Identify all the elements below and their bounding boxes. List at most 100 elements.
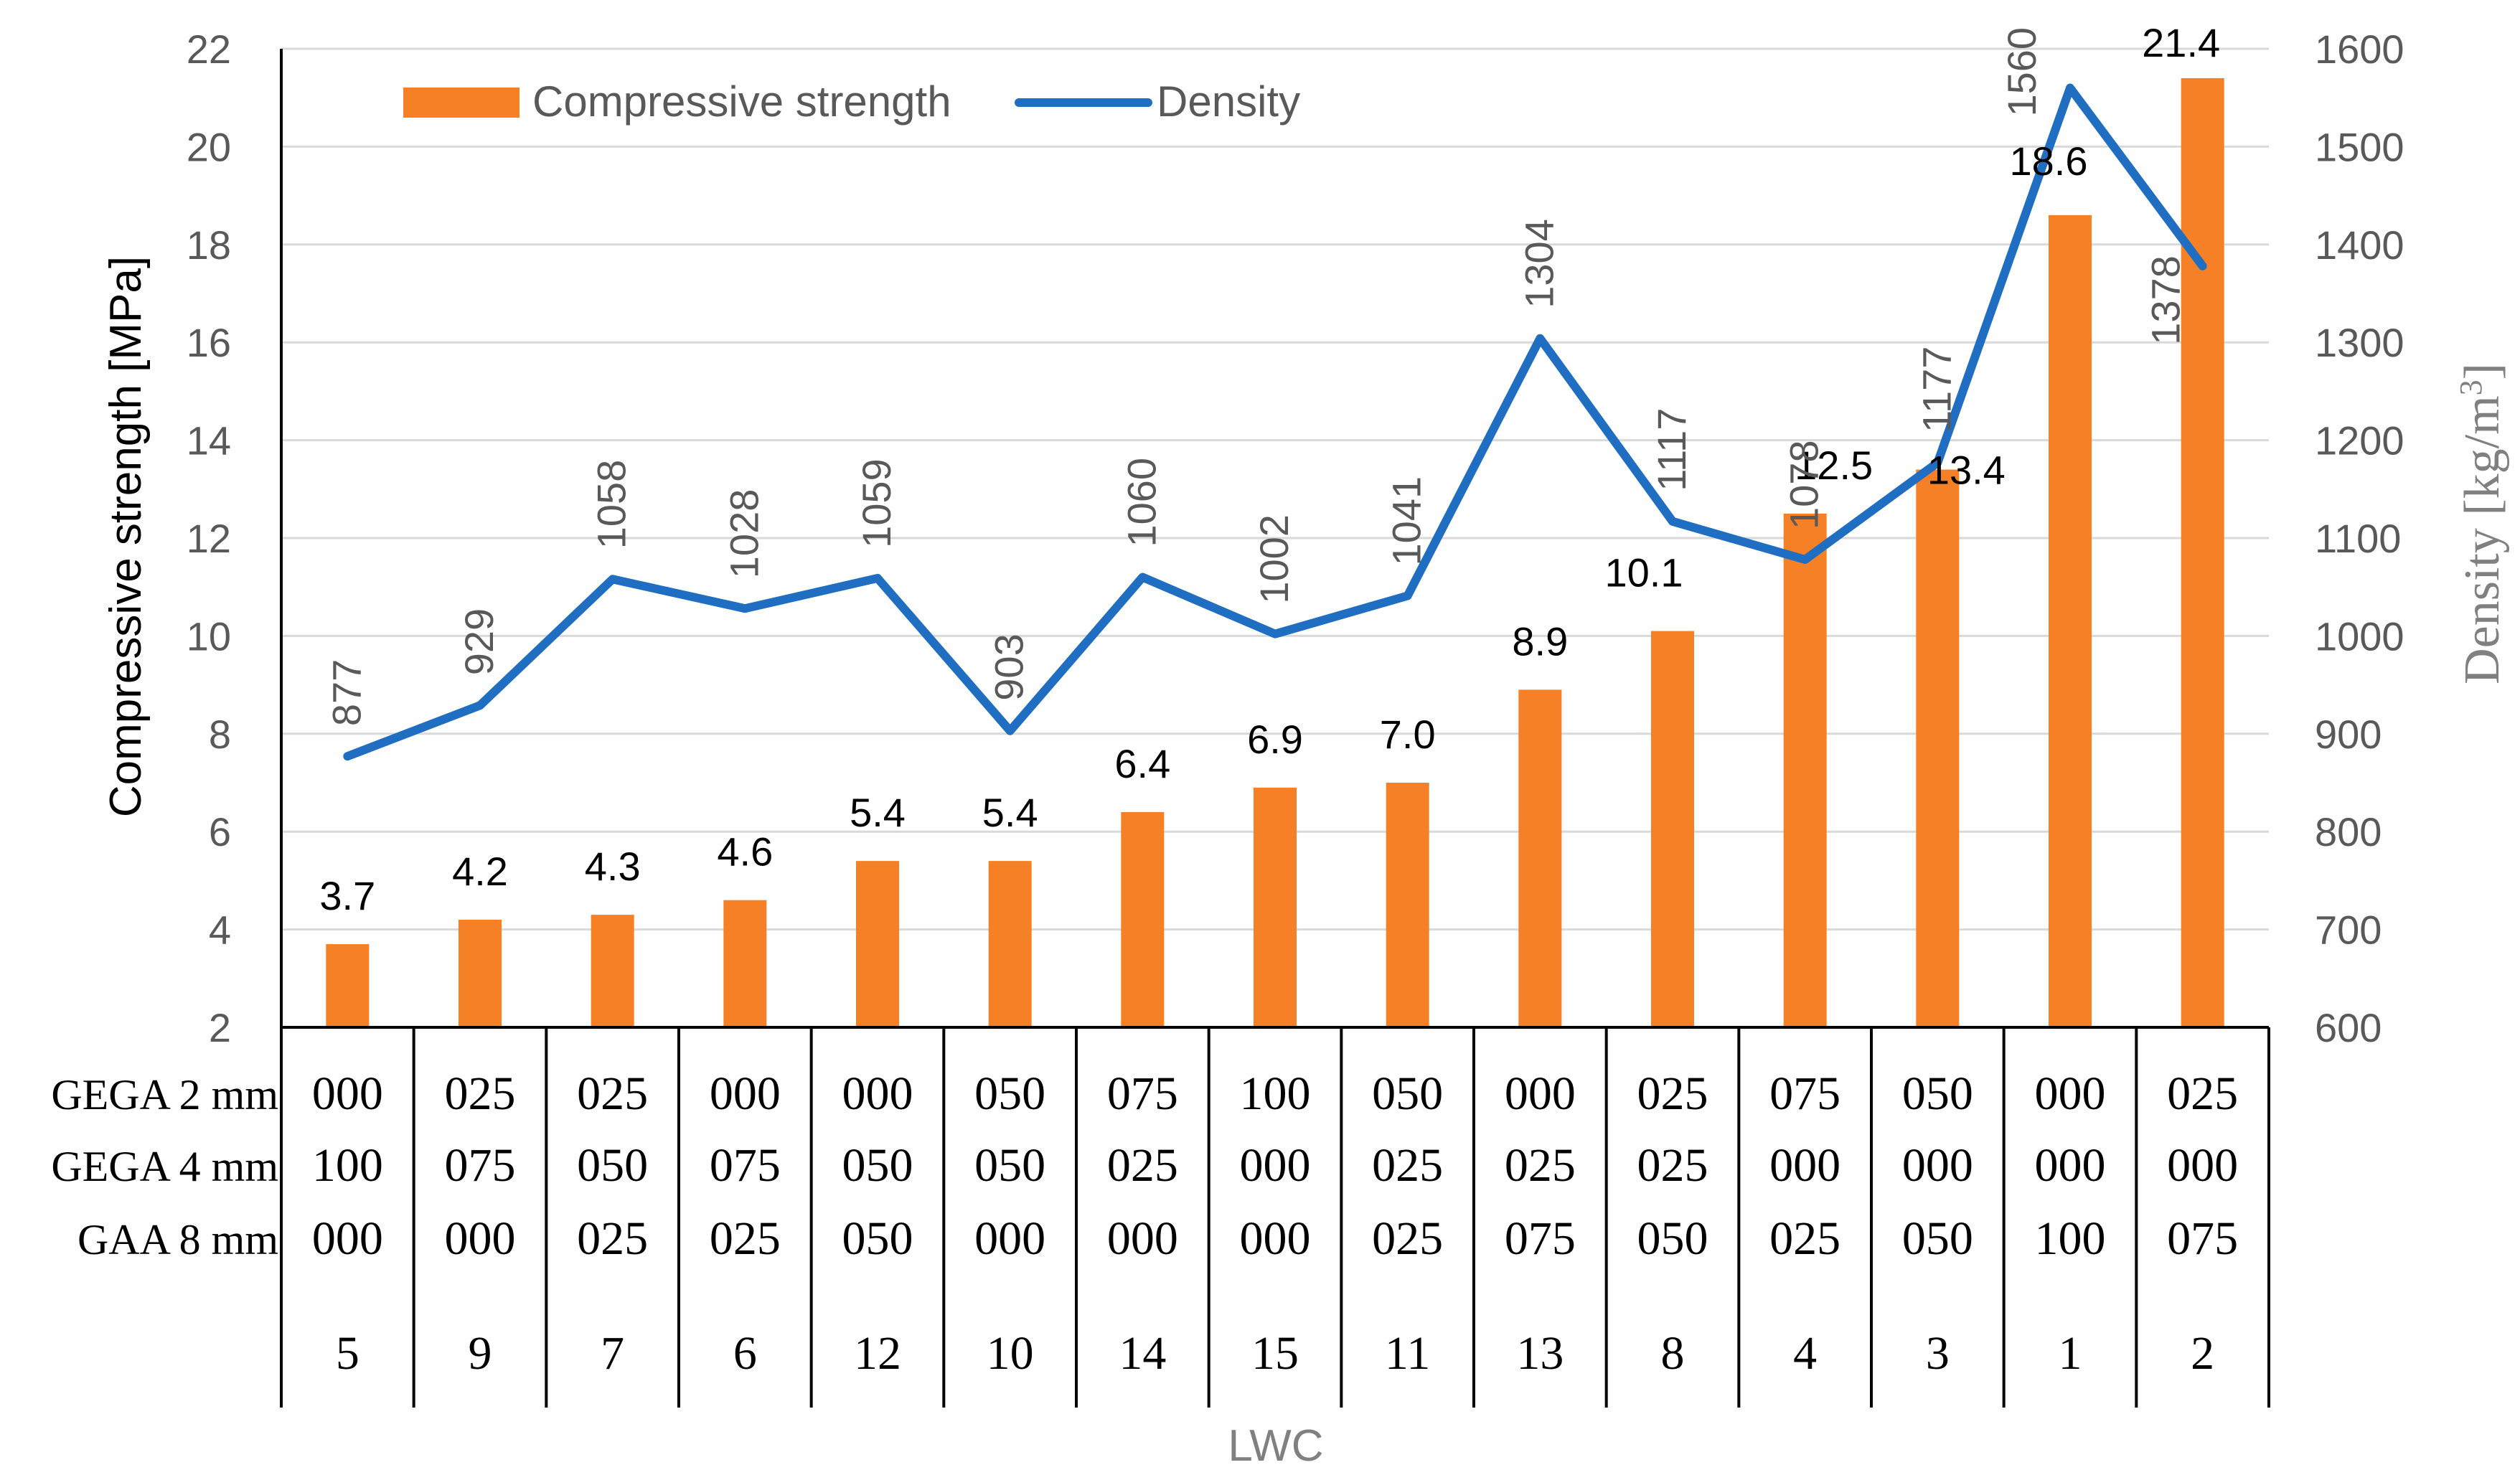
category-label: 3 <box>1926 1327 1950 1380</box>
table-cell: 000 <box>312 1212 383 1265</box>
table-cell: 050 <box>974 1068 1045 1120</box>
category-label: 12 <box>854 1327 901 1380</box>
gridlines <box>281 47 2269 931</box>
category-label: 14 <box>1119 1327 1166 1380</box>
x-axis-title: LWC <box>1228 1421 1323 1471</box>
bar <box>723 900 767 1027</box>
bar <box>459 919 502 1027</box>
table-cell: 000 <box>312 1068 383 1120</box>
table-cell: 025 <box>710 1212 781 1265</box>
table-cell: 025 <box>1637 1139 1708 1192</box>
category-label: 15 <box>1251 1327 1299 1380</box>
table-cell: 050 <box>1637 1212 1708 1265</box>
y-tick-label: 12 <box>187 516 231 561</box>
density-data-label: 1058 <box>589 460 634 550</box>
legend-swatch-compressive-strength <box>403 88 519 118</box>
density-point <box>2069 87 2071 89</box>
density-data-label: 1002 <box>1251 514 1297 604</box>
density-point <box>1937 461 1939 463</box>
y-tick-label: 16 <box>187 320 231 365</box>
table-cell: 000 <box>445 1212 516 1265</box>
table-cell: 000 <box>710 1068 781 1120</box>
table-cell: 050 <box>577 1139 648 1192</box>
bar-data-label: 4.3 <box>585 844 641 889</box>
density-data-label: 877 <box>324 659 369 726</box>
bar-data-label: 10.1 <box>1605 550 1683 595</box>
table-cell: 025 <box>577 1212 648 1265</box>
density-data-label: 1304 <box>1516 219 1561 308</box>
bar-data-label: 4.2 <box>452 849 508 894</box>
y2-tick-label: 1500 <box>2315 124 2404 169</box>
table-row-label: GAA 8 mm <box>77 1216 278 1263</box>
y2-axis-title-sup: 3 <box>2453 380 2488 395</box>
y-tick-label: 10 <box>187 613 231 659</box>
density-point <box>1539 337 1541 339</box>
density-data-label: 1078 <box>1782 440 1827 529</box>
table-cell: 050 <box>1902 1068 1973 1120</box>
density-data-label: 1059 <box>854 458 899 548</box>
bar-series <box>326 77 2224 1027</box>
table-cell: 025 <box>1505 1139 1576 1192</box>
table-cell: 075 <box>445 1139 516 1192</box>
category-label: 6 <box>733 1327 757 1380</box>
line-series <box>343 83 2207 761</box>
bar <box>1254 787 1297 1027</box>
bar <box>856 861 899 1027</box>
table-cell: 000 <box>974 1212 1045 1265</box>
bar-data-label: 5.4 <box>850 790 906 835</box>
category-label: 2 <box>2191 1327 2214 1380</box>
category-label: 9 <box>469 1327 492 1380</box>
table-cell: 000 <box>1769 1139 1840 1192</box>
table-cell: 075 <box>1505 1212 1576 1265</box>
bar-data-label: 18.6 <box>2010 138 2088 184</box>
density-point <box>1274 633 1276 635</box>
y-tick-label: 14 <box>187 418 231 463</box>
table-row-label: GEGA 2 mm <box>51 1071 278 1118</box>
table-cell: 050 <box>842 1212 913 1265</box>
density-data-label: 929 <box>456 608 502 675</box>
table-cell: 000 <box>1240 1139 1311 1192</box>
density-point <box>611 578 613 580</box>
table-cell: 000 <box>2035 1068 2106 1120</box>
bar <box>2049 215 2092 1027</box>
table-cell: 100 <box>1240 1068 1311 1120</box>
table-cell: 025 <box>1372 1139 1443 1192</box>
table-cell: 025 <box>577 1068 648 1120</box>
bar-data-label: 3.7 <box>319 873 375 918</box>
table-cell: 025 <box>1769 1212 1840 1265</box>
bar-data-label: 21.4 <box>2142 20 2220 65</box>
category-label: 1 <box>2059 1327 2082 1380</box>
table-cell: 100 <box>312 1139 383 1192</box>
density-data-label: 1028 <box>721 489 766 579</box>
table-cell: 050 <box>974 1139 1045 1192</box>
y-tick-label: 22 <box>187 27 231 72</box>
y-axis-title: Compressive strength [MPa] <box>101 256 151 817</box>
y-tick-label: 2 <box>209 1005 231 1050</box>
table-cell: 075 <box>1769 1068 1840 1120</box>
density-point <box>1672 520 1673 522</box>
bar <box>1121 811 1165 1027</box>
bar-data-label: 6.4 <box>1114 741 1170 786</box>
y-tick-label: 8 <box>209 712 231 757</box>
bar-data-label: 7.0 <box>1380 712 1436 757</box>
category-label: 5 <box>336 1327 359 1380</box>
category-label: 10 <box>987 1327 1034 1380</box>
y2-tick-label: 1200 <box>2315 418 2404 463</box>
table-cell: 000 <box>1107 1212 1178 1265</box>
density-point <box>1804 559 1806 561</box>
category-label: 4 <box>1793 1327 1817 1380</box>
bar-data-label: 5.4 <box>982 790 1038 835</box>
table-cell: 050 <box>1372 1068 1443 1120</box>
legend-label-density: Density <box>1157 77 1300 126</box>
y-tick-label: 18 <box>187 222 231 268</box>
y-tick-label: 6 <box>209 809 231 854</box>
bar <box>988 861 1032 1027</box>
y2-tick-label: 1100 <box>2315 516 2401 561</box>
bar-data-label: 12.5 <box>1795 443 1873 488</box>
legend: Compressive strength Density <box>403 77 1300 126</box>
y2-tick-label: 1400 <box>2315 222 2404 268</box>
table-cell: 025 <box>1637 1068 1708 1120</box>
bar <box>2181 77 2224 1027</box>
table-cell: 000 <box>842 1068 913 1120</box>
